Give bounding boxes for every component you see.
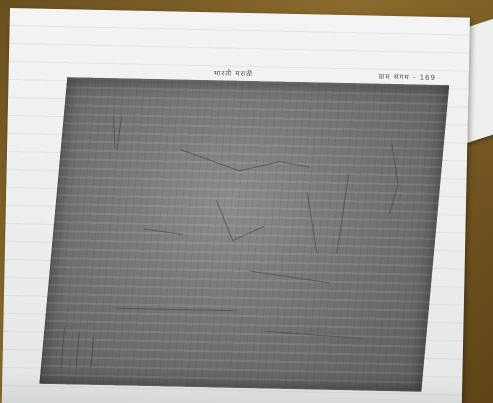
mark-8: [60, 327, 95, 368]
mark-6: [388, 143, 399, 215]
book-page: भारती मराठी ग्राम संगम - 169: [1, 8, 470, 403]
header-title: भारती मराठी: [213, 69, 254, 79]
mark-2: [180, 149, 310, 172]
mark-7: [116, 307, 365, 339]
photocopied-image: [39, 77, 450, 392]
mark-5: [143, 228, 330, 284]
mark-4: [306, 173, 350, 253]
mark-1: [113, 116, 123, 151]
mark-3: [215, 200, 265, 242]
header-page-info: ग्राम संगम - 169: [378, 72, 437, 82]
faint-markings: [60, 116, 399, 368]
